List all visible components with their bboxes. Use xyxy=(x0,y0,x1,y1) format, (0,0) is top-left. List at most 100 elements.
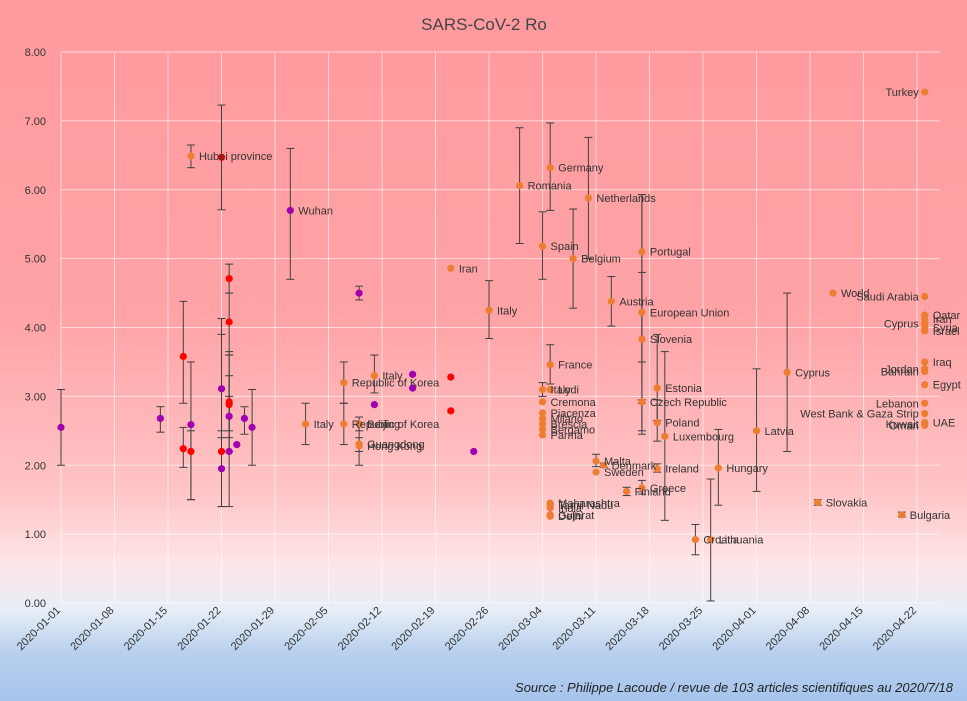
x-tick-label: 2020-01-08 xyxy=(68,605,116,653)
data-label: Greece xyxy=(650,483,686,495)
data-point xyxy=(218,465,225,472)
data-label: Lithuania xyxy=(719,535,765,547)
x-tick-label: 2020-01-29 xyxy=(229,605,277,653)
data-label: UAE xyxy=(933,418,956,430)
data-label: Ireland xyxy=(665,464,699,476)
x-tick-label: 2020-01-22 xyxy=(175,605,223,653)
y-axis-ticks: 0.00 1.00 2.00 3.00 4.00 5.00 6.00 7.00 8.00 xyxy=(25,47,46,610)
data-label: Bulgaria xyxy=(910,510,951,522)
x-tick-label: 2020-03-18 xyxy=(603,605,651,653)
chart-area: SARS-CoV-2 Ro 0.001.002.003.004.005.006.… xyxy=(0,0,967,701)
data-point xyxy=(921,381,928,388)
data-label: Oman xyxy=(889,420,919,432)
x-tick-label: 2020-04-15 xyxy=(817,605,865,653)
data-point xyxy=(921,358,928,365)
x-tick-label: 2020-02-05 xyxy=(282,605,330,653)
data-point xyxy=(539,243,546,250)
x-tick-label: 2020-01-01 xyxy=(15,605,63,653)
data-point xyxy=(226,275,233,282)
data-point xyxy=(921,422,928,429)
y-tick-label: 4.00 xyxy=(25,323,46,335)
x-tick-label: 2020-03-11 xyxy=(550,605,598,653)
data-label: Israel xyxy=(933,326,960,338)
data-point xyxy=(654,385,661,392)
data-point xyxy=(715,464,722,471)
data-label: Delhi xyxy=(558,511,583,523)
data-point xyxy=(187,421,194,428)
data-point xyxy=(371,401,378,408)
data-label: Estonia xyxy=(665,383,703,395)
data-point xyxy=(516,182,523,189)
data-point xyxy=(623,488,630,495)
source-caption: Source : Philippe Lacoude / revue de 103… xyxy=(515,680,953,695)
data-label: Hungary xyxy=(726,463,768,475)
data-label: Cyprus xyxy=(884,318,919,330)
data-point xyxy=(585,194,592,201)
data-point xyxy=(226,318,233,325)
data-point xyxy=(218,448,225,455)
data-point xyxy=(233,441,240,448)
data-label: France xyxy=(558,360,592,372)
data-label: Romania xyxy=(528,181,573,193)
data-point xyxy=(355,289,362,296)
data-point xyxy=(302,420,309,427)
data-label: Poland xyxy=(665,418,699,430)
data-point xyxy=(921,327,928,334)
data-point xyxy=(608,298,615,305)
x-axis-ticks: 2020-01-01 2020-01-08 2020-01-15 2020-01-22… xyxy=(15,605,919,653)
data-point xyxy=(638,309,645,316)
data-points xyxy=(57,88,928,543)
data-point xyxy=(592,458,599,465)
data-point xyxy=(921,88,928,95)
data-label: Slovenia xyxy=(650,334,693,346)
x-tick-label: 2020-02-26 xyxy=(443,605,491,653)
data-point xyxy=(340,379,347,386)
data-label: Czech Republic xyxy=(650,397,728,409)
data-label: Belgium xyxy=(581,254,621,266)
x-tick-label: 2020-03-25 xyxy=(657,605,705,653)
data-label: Spain xyxy=(551,241,579,253)
data-point xyxy=(784,369,791,376)
y-tick-label: 3.00 xyxy=(25,391,46,403)
data-point xyxy=(180,353,187,360)
data-label: Parma xyxy=(551,430,584,442)
data-point xyxy=(187,152,194,159)
data-label: Hubei province xyxy=(199,151,272,163)
data-point xyxy=(447,265,454,272)
data-label: Netherlands xyxy=(596,193,656,205)
data-point xyxy=(829,289,836,296)
data-label: Italy xyxy=(382,371,403,383)
data-point xyxy=(57,424,64,431)
data-point xyxy=(340,420,347,427)
data-label: Denmark xyxy=(612,460,657,472)
data-point xyxy=(753,427,760,434)
data-point xyxy=(226,448,233,455)
data-label: Turkey xyxy=(885,87,919,99)
data-point xyxy=(638,398,645,405)
x-tick-label: 2020-01-15 xyxy=(122,605,170,653)
data-point xyxy=(547,504,554,511)
data-point xyxy=(447,373,454,380)
data-point xyxy=(547,513,554,520)
data-point xyxy=(898,511,905,518)
data-point xyxy=(157,415,164,422)
x-tick-label: 2020-04-22 xyxy=(871,605,919,653)
data-point xyxy=(661,433,668,440)
data-point xyxy=(638,336,645,343)
data-label: Hong Kong xyxy=(367,441,422,453)
y-tick-label: 0.00 xyxy=(25,598,46,610)
data-point xyxy=(921,368,928,375)
data-point xyxy=(921,410,928,417)
y-tick-label: 2.00 xyxy=(25,460,46,472)
x-tick-label: 2020-04-08 xyxy=(764,605,812,653)
data-point xyxy=(921,400,928,407)
data-point xyxy=(187,448,194,455)
data-label: Egypt xyxy=(933,380,961,392)
x-tick-label: 2020-04-01 xyxy=(710,605,758,653)
data-point xyxy=(654,419,661,426)
x-tick-label: 2020-02-19 xyxy=(389,605,437,653)
data-point xyxy=(226,413,233,420)
data-point xyxy=(218,385,225,392)
chart-title: SARS-CoV-2 Ro xyxy=(421,15,547,34)
data-label: Luxembourg xyxy=(673,431,734,443)
